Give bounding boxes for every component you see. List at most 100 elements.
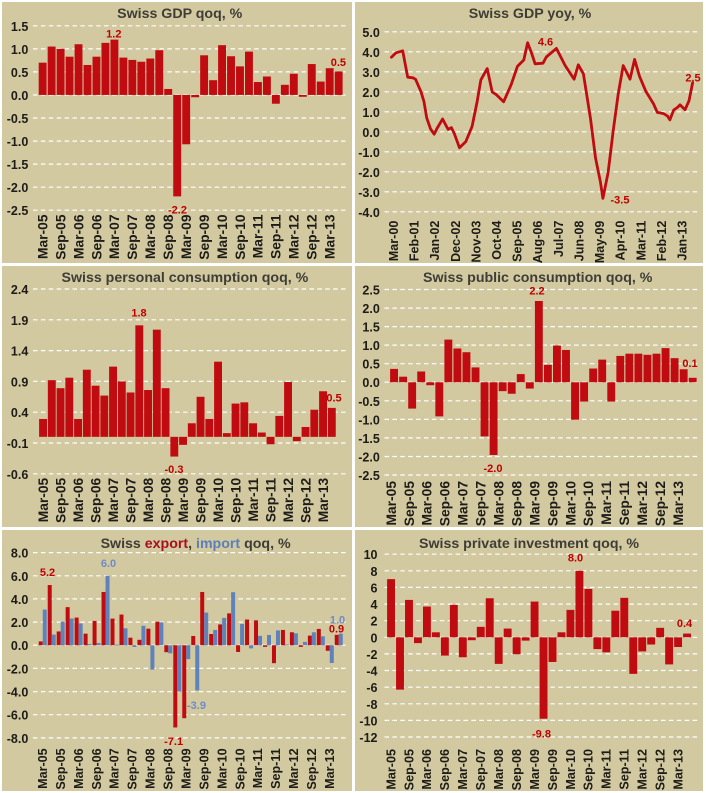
svg-text:Sep-11: Sep-11 [269, 748, 283, 789]
svg-text:-2: -2 [366, 648, 377, 662]
svg-text:-4.0: -4.0 [7, 686, 29, 700]
svg-text:Mar-11: Mar-11 [246, 477, 261, 521]
svg-text:Mar-06: Mar-06 [71, 214, 86, 259]
svg-text:-0.6: -0.6 [7, 468, 29, 482]
svg-text:Sep-11: Sep-11 [618, 749, 632, 790]
svg-text:Mar-07: Mar-07 [108, 748, 122, 789]
svg-text:Mar-11: Mar-11 [599, 481, 614, 525]
svg-text:Sep-08: Sep-08 [510, 749, 524, 790]
svg-text:Mar-05: Mar-05 [36, 477, 51, 522]
svg-text:Swiss personal consumption qoq: Swiss personal consumption qoq, % [62, 270, 309, 286]
svg-text:0.5: 0.5 [11, 66, 28, 80]
svg-text:1.5: 1.5 [362, 321, 379, 335]
svg-text:-2.0: -2.0 [358, 451, 380, 465]
svg-text:-1.0: -1.0 [358, 146, 380, 160]
svg-text:Sep-11: Sep-11 [263, 477, 278, 522]
svg-text:Sep-06: Sep-06 [90, 748, 104, 789]
svg-text:-3.0: -3.0 [358, 186, 380, 200]
svg-text:Mar-05: Mar-05 [384, 749, 398, 790]
svg-text:4.0: 4.0 [11, 593, 28, 607]
svg-text:0.9: 0.9 [11, 375, 28, 389]
svg-text:Jul-07: Jul-07 [552, 221, 566, 257]
svg-text:8.0: 8.0 [568, 553, 583, 565]
svg-text:Feb-12: Feb-12 [655, 221, 669, 262]
svg-text:Sep-10: Sep-10 [228, 477, 243, 523]
svg-text:Sep-10: Sep-10 [581, 481, 596, 527]
svg-text:Mar-10: Mar-10 [211, 477, 226, 522]
svg-text:-1.0: -1.0 [358, 413, 380, 427]
svg-text:8: 8 [371, 565, 378, 579]
svg-text:Sep-11: Sep-11 [617, 481, 632, 526]
svg-text:Sep-07: Sep-07 [474, 481, 489, 527]
svg-text:-1.5: -1.5 [358, 432, 380, 446]
svg-text:Mar-10: Mar-10 [564, 749, 578, 790]
svg-text:1.5: 1.5 [11, 20, 28, 34]
svg-text:Mar-06: Mar-06 [420, 749, 434, 790]
svg-text:0.0: 0.0 [11, 89, 28, 103]
svg-text:Sep-12: Sep-12 [305, 748, 319, 789]
svg-text:Mar-11: Mar-11 [251, 214, 266, 258]
svg-text:1.2: 1.2 [106, 28, 121, 40]
svg-text:2.0: 2.0 [362, 86, 379, 100]
svg-text:0.5: 0.5 [362, 358, 379, 372]
svg-text:-2.0: -2.0 [7, 662, 29, 676]
svg-text:0.9: 0.9 [329, 624, 344, 636]
svg-text:0.4: 0.4 [677, 618, 693, 630]
svg-text:-6: -6 [366, 681, 377, 695]
svg-text:Sep-05: Sep-05 [53, 214, 68, 260]
svg-text:-0.5: -0.5 [358, 395, 380, 409]
svg-text:Jan-02: Jan-02 [428, 221, 442, 261]
svg-text:1.9: 1.9 [11, 314, 28, 328]
svg-text:Mar-05: Mar-05 [384, 481, 399, 526]
svg-text:Sep-06: Sep-06 [438, 481, 453, 527]
svg-text:1.0: 1.0 [330, 615, 345, 627]
svg-text:Mar-10: Mar-10 [563, 481, 578, 526]
svg-text:Swiss private investment qoq,: Swiss private investment qoq, % [419, 536, 639, 552]
svg-text:Mar-11: Mar-11 [600, 749, 614, 789]
svg-text:Swiss GDP qoq, %: Swiss GDP qoq, % [117, 6, 242, 22]
svg-text:6: 6 [371, 581, 378, 595]
svg-text:Sep-08: Sep-08 [158, 477, 173, 523]
svg-text:Sep-09: Sep-09 [197, 214, 212, 260]
svg-text:Mar-06: Mar-06 [420, 481, 435, 526]
svg-text:2: 2 [371, 615, 378, 629]
svg-text:0.5: 0.5 [331, 57, 346, 69]
svg-text:-2.2: -2.2 [168, 204, 187, 216]
svg-text:Mar-09: Mar-09 [528, 749, 542, 790]
svg-text:6.0: 6.0 [11, 570, 28, 584]
svg-text:Sep-11: Sep-11 [269, 214, 284, 259]
svg-text:-0.3: -0.3 [165, 464, 184, 476]
svg-text:-0.1: -0.1 [7, 437, 29, 451]
svg-text:Sep-10: Sep-10 [233, 214, 248, 260]
svg-text:0.0: 0.0 [362, 126, 379, 140]
svg-text:0.0: 0.0 [11, 639, 28, 653]
svg-text:0.1: 0.1 [682, 358, 697, 370]
svg-text:6.0: 6.0 [101, 558, 116, 570]
svg-text:4: 4 [371, 598, 378, 612]
svg-text:-2.5: -2.5 [358, 469, 380, 483]
svg-text:1.0: 1.0 [362, 339, 379, 353]
svg-text:-9.8: -9.8 [532, 728, 551, 740]
svg-text:Mar-12: Mar-12 [287, 748, 301, 789]
svg-text:5.0: 5.0 [362, 26, 379, 40]
svg-text:Sep-07: Sep-07 [474, 749, 488, 790]
svg-text:Mar-09: Mar-09 [179, 214, 194, 259]
svg-text:Swiss GDP yoy, %: Swiss GDP yoy, % [469, 6, 592, 22]
svg-text:1.8: 1.8 [131, 308, 146, 320]
svg-text:Aug-06: Aug-06 [531, 221, 545, 264]
svg-text:0: 0 [371, 631, 378, 645]
svg-text:Sep-07: Sep-07 [126, 748, 140, 789]
svg-text:Mar-12: Mar-12 [636, 749, 650, 790]
svg-text:Mar-08: Mar-08 [143, 214, 158, 259]
svg-text:Mar-06: Mar-06 [72, 748, 86, 789]
svg-text:0.5: 0.5 [326, 393, 341, 405]
svg-text:Mar-13: Mar-13 [671, 749, 685, 790]
svg-text:Mar-07: Mar-07 [456, 481, 471, 526]
svg-text:2.5: 2.5 [362, 284, 379, 298]
svg-text:Oct-04: Oct-04 [490, 221, 504, 260]
svg-text:Mar-12: Mar-12 [635, 481, 650, 526]
svg-text:5.2: 5.2 [40, 567, 55, 579]
svg-text:Mar-07: Mar-07 [106, 477, 121, 522]
svg-text:Sep-09: Sep-09 [545, 481, 560, 527]
svg-text:-2.0: -2.0 [7, 181, 29, 195]
